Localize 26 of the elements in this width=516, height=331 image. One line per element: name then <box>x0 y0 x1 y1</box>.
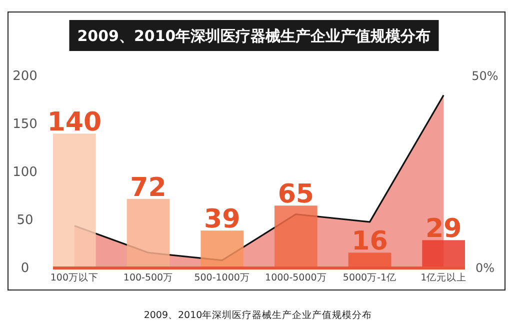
y-tick-label: 50 <box>16 213 34 228</box>
y-tick-label: 200 <box>12 69 38 84</box>
bar <box>422 240 465 268</box>
x-tick-label: 1亿元以上 <box>420 272 467 284</box>
x-tick-label: 5000万-1亿 <box>342 272 397 284</box>
chart-title: 2009、2010年深圳医疗器械生产企业产值规模分布 <box>77 27 431 45</box>
data-label: 65 <box>278 180 314 210</box>
data-label: 72 <box>130 172 166 203</box>
y2-tick-label: 50% <box>472 68 498 83</box>
x-tick-label: 100-500万 <box>123 272 174 284</box>
bar <box>200 230 244 268</box>
data-label: 39 <box>204 204 240 235</box>
x-tick-label: 500-1000万 <box>194 272 250 284</box>
x-tick-label: 100万以下 <box>50 272 98 284</box>
text: 2009、2010年深圳医疗器械生产企业产值规模分布 <box>144 309 372 321</box>
y-tick-label: 150 <box>12 117 38 132</box>
bar <box>274 206 318 268</box>
y-tick-label: 0 <box>20 261 30 276</box>
data-label: 29 <box>425 214 462 244</box>
data-label: 140 <box>47 108 102 138</box>
y-tick-label: 100 <box>12 165 38 180</box>
bar <box>126 198 170 268</box>
bar <box>53 134 96 268</box>
x-tick-label: 1000-5000万 <box>265 272 327 284</box>
data-label: 16 <box>352 226 388 257</box>
y2-tick-label: 0% <box>475 260 495 275</box>
